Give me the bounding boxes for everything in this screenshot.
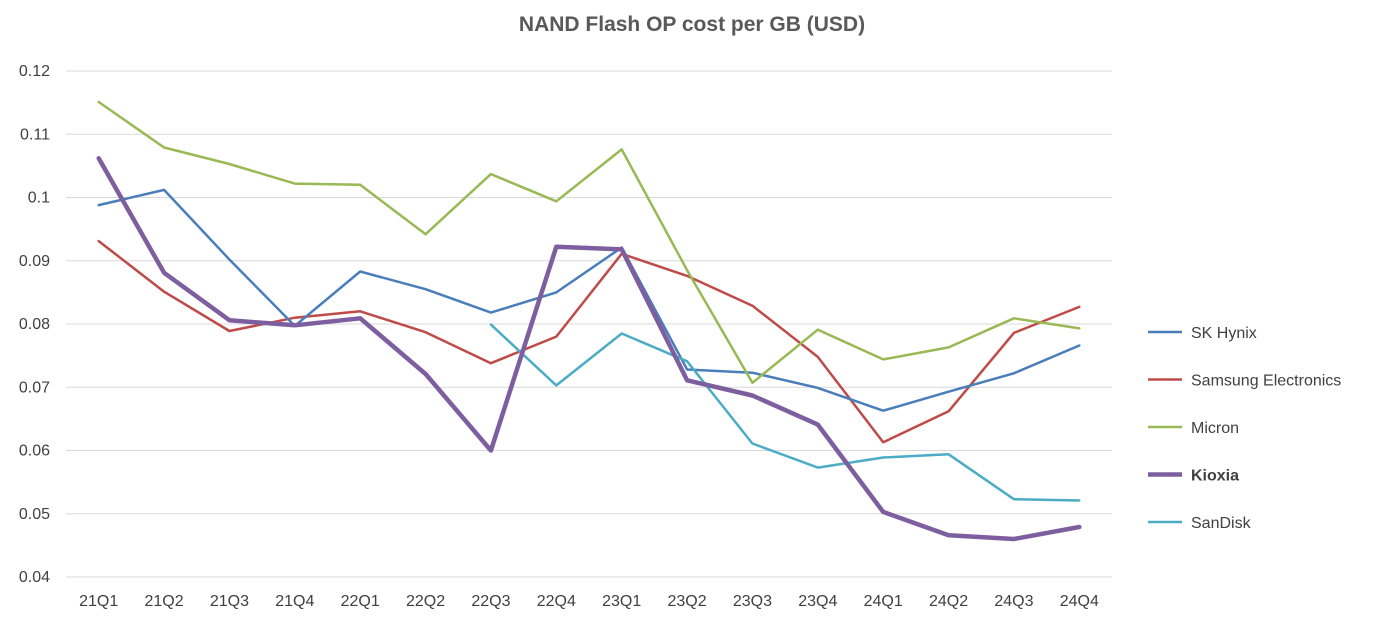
x-tick-label: 23Q4: [798, 593, 837, 610]
legend-label: Micron: [1191, 420, 1239, 437]
gridlines: [66, 70, 1112, 578]
legend-item: Kioxia: [1148, 468, 1239, 485]
legend-label: Kioxia: [1191, 468, 1239, 485]
legend-label: Samsung Electronics: [1191, 373, 1341, 390]
legend-label: SK Hynix: [1191, 325, 1257, 342]
y-tick-label: 0.06: [19, 443, 50, 460]
x-tick-label: 22Q3: [471, 593, 510, 610]
y-tick-label: 0.12: [19, 63, 50, 80]
y-tick-label: 0.07: [19, 379, 50, 396]
x-tick-label: 21Q2: [144, 593, 183, 610]
legend-item: SK Hynix: [1148, 325, 1257, 342]
legend-item: Samsung Electronics: [1148, 373, 1341, 390]
x-tick-label: 24Q2: [929, 593, 968, 610]
x-tick-label: 23Q2: [667, 593, 706, 610]
series-line-sk-hynix: [97, 188, 1081, 412]
series-line-sandisk: [489, 323, 1081, 502]
chart-title: NAND Flash OP cost per GB (USD): [519, 13, 865, 36]
x-tick-label: 21Q1: [79, 593, 118, 610]
x-tick-label: 24Q4: [1060, 593, 1099, 610]
y-axis-ticks: 0.04 0.05 0.06 0.07 0.08 0.09 0.1 0.11 0.12: [19, 63, 50, 586]
series-lines: [96, 100, 1082, 542]
x-tick-label: 22Q4: [537, 593, 576, 610]
legend: SK Hynix Samsung Electronics Micron Kioxia S…: [1148, 325, 1341, 532]
y-tick-label: 0.04: [19, 569, 50, 586]
legend-item: Micron: [1148, 420, 1239, 437]
x-tick-label: 22Q2: [406, 593, 445, 610]
y-tick-label: 0.1: [28, 190, 50, 207]
series-line-micron: [97, 100, 1081, 385]
series-line-kioxia: [96, 156, 1082, 542]
y-tick-label: 0.09: [19, 253, 50, 270]
x-tick-label: 24Q3: [994, 593, 1033, 610]
x-tick-label: 23Q1: [602, 593, 641, 610]
x-tick-label: 24Q1: [864, 593, 903, 610]
legend-item: SanDisk: [1148, 515, 1252, 532]
x-tick-label: 21Q3: [210, 593, 249, 610]
legend-label: SanDisk: [1191, 515, 1252, 532]
y-tick-label: 0.11: [20, 126, 50, 143]
y-tick-label: 0.05: [19, 506, 50, 523]
x-axis-ticks: 21Q1 21Q2 21Q3 21Q4 22Q1 22Q2 22Q3 22Q4 23Q1 23Q2…: [79, 593, 1099, 610]
x-tick-label: 22Q1: [341, 593, 380, 610]
x-tick-label: 23Q3: [733, 593, 772, 610]
y-tick-label: 0.08: [19, 316, 50, 333]
x-tick-label: 21Q4: [275, 593, 314, 610]
